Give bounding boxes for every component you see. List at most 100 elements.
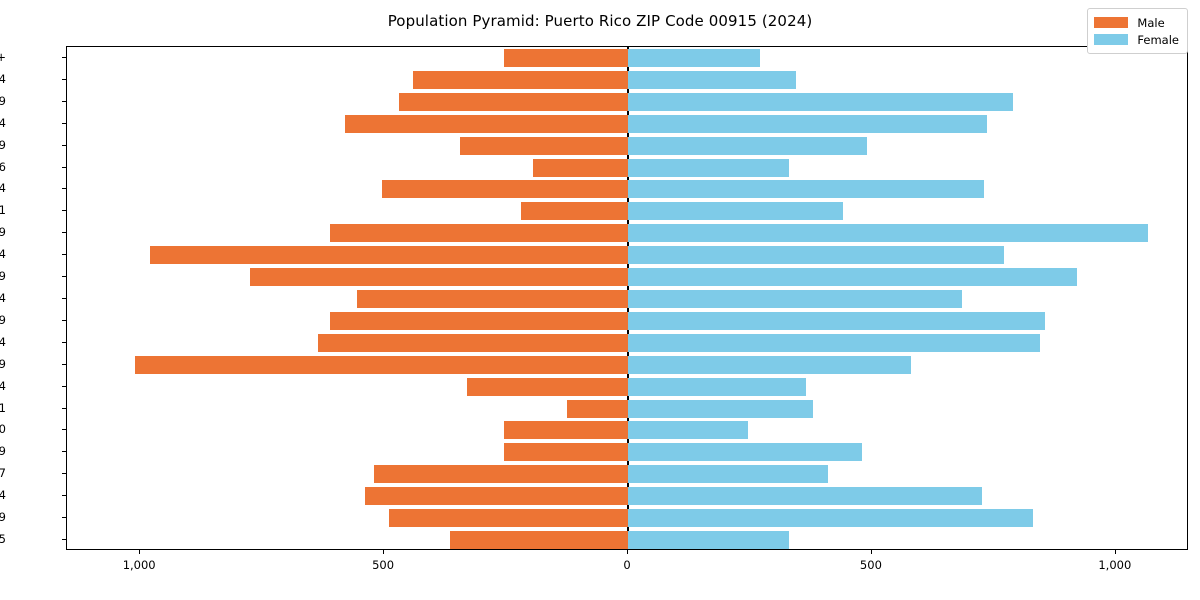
zero-axis-line [627, 47, 629, 549]
bar-male-under-5 [449, 531, 628, 550]
bar-male-67-69 [459, 136, 628, 155]
legend-label-female: Female [1137, 32, 1179, 47]
y-tick-mark [62, 78, 66, 80]
y-axis-label-40-44: 40-44 [0, 291, 6, 305]
y-tick-mark [62, 100, 66, 102]
bar-male-10-14 [364, 487, 628, 506]
bar-male-45-49 [249, 268, 628, 287]
x-tick-mark [627, 550, 628, 554]
bar-female-under-5 [628, 531, 789, 550]
y-tick-mark [62, 276, 66, 278]
bar-female-40-44 [628, 290, 963, 308]
y-tick-mark [62, 517, 66, 519]
y-axis-label-21: 21 [0, 400, 6, 415]
x-axis-label-3: 500 [859, 558, 882, 572]
x-axis-label-1: 500 [372, 558, 395, 572]
bar-male-22-24 [467, 377, 628, 396]
y-tick-mark [62, 56, 66, 58]
bar-male-20 [503, 421, 628, 440]
y-tick-mark [62, 166, 66, 168]
y-tick-mark [62, 385, 66, 387]
bar-male-35-39 [330, 311, 628, 330]
y-axis-label-35-39: 35-39 [0, 312, 6, 327]
y-axis-label-70-74: 70-74 [0, 115, 6, 130]
bar-male-40-44 [357, 290, 628, 308]
y-axis-label-62-64: 62-64 [0, 181, 6, 196]
bar-male-15-17 [374, 465, 628, 484]
bar-male-18-19 [503, 443, 628, 462]
y-axis-label-20: 20 [0, 422, 6, 437]
y-axis-label-22-24: 22-24 [0, 378, 6, 393]
bar-male-62-64 [381, 180, 628, 199]
x-axis-label-4: 1,000 [1098, 558, 1132, 572]
x-tick-mark [1114, 550, 1116, 554]
bar-male-25-29 [135, 355, 628, 374]
bar-female-55-59 [628, 224, 1148, 243]
bar-female-50-54 [628, 246, 1004, 265]
y-axis-label-75-79: 75-79 [0, 93, 6, 108]
bar-male-30-34 [318, 333, 628, 352]
legend-item-male: Male [1094, 14, 1179, 31]
bar-female-60-61 [628, 202, 843, 221]
y-axis-label-67-69: 67-69 [0, 137, 6, 152]
y-axis-label-18-19: 18-19 [0, 444, 6, 459]
bar-female-22-24 [628, 377, 807, 396]
y-axis-label-60-61: 60-61 [0, 203, 6, 218]
y-tick-mark [62, 122, 66, 124]
y-axis-label-85-: 85+ [0, 49, 6, 64]
bar-male-55-59 [330, 224, 628, 243]
legend-label-male: Male [1137, 15, 1165, 30]
bar-female-45-49 [628, 268, 1077, 287]
bar-female-35-39 [628, 311, 1046, 330]
bar-female-62-64 [628, 180, 985, 199]
bar-female-18-19 [628, 443, 863, 462]
legend-swatch-female-icon [1094, 34, 1129, 45]
bar-male-85- [503, 48, 628, 67]
y-axis-label-15-17: 15-17 [0, 466, 6, 481]
bar-female-15-17 [628, 465, 828, 484]
y-tick-mark [62, 232, 66, 234]
y-tick-mark [62, 451, 66, 453]
bar-female-21 [628, 399, 814, 418]
y-tick-mark [62, 407, 66, 409]
bar-female-75-79 [628, 92, 1014, 111]
legend-item-female: Female [1094, 31, 1179, 48]
bar-male-60-61 [520, 202, 628, 221]
bar-male-70-74 [345, 114, 628, 133]
y-tick-mark [62, 188, 66, 190]
x-axis-label-2: 0 [623, 558, 631, 572]
bar-female-20 [628, 421, 748, 440]
chart-title: Population Pyramid: Puerto Rico ZIP Code… [387, 12, 813, 30]
y-axis-label-10-14: 10-14 [0, 488, 6, 503]
y-axis-label-5-9: 5-9 [0, 510, 6, 525]
bar-male-5-9 [388, 509, 628, 528]
bar-female-10-14 [628, 487, 982, 506]
y-tick-mark [62, 341, 66, 343]
y-axis-label-55-59: 55-59 [0, 225, 6, 240]
y-tick-mark [62, 473, 66, 475]
y-tick-mark [62, 254, 66, 256]
y-tick-mark [62, 429, 66, 431]
bar-female-65-66 [628, 158, 789, 177]
bar-female-70-74 [628, 114, 987, 133]
bar-female-25-29 [628, 355, 911, 374]
bar-female-5-9 [628, 509, 1033, 528]
chart-legend: Male Female [1087, 8, 1188, 54]
y-tick-mark [62, 144, 66, 146]
y-tick-mark [62, 210, 66, 212]
y-tick-mark [62, 363, 66, 365]
x-tick-mark [870, 550, 872, 554]
y-axis-label-65-66: 65-66 [0, 159, 6, 174]
y-axis-label-under-5: Under 5 [0, 532, 6, 547]
bar-male-65-66 [532, 158, 628, 177]
bar-female-30-34 [628, 333, 1041, 352]
x-tick-mark [139, 550, 141, 554]
y-axis-label-30-34: 30-34 [0, 334, 6, 349]
bar-female-67-69 [628, 136, 868, 155]
x-tick-mark [383, 550, 385, 554]
bar-male-75-79 [398, 92, 628, 111]
legend-swatch-male-icon [1094, 17, 1129, 28]
y-axis-label-25-29: 25-29 [0, 356, 6, 371]
plot-area [66, 46, 1188, 550]
